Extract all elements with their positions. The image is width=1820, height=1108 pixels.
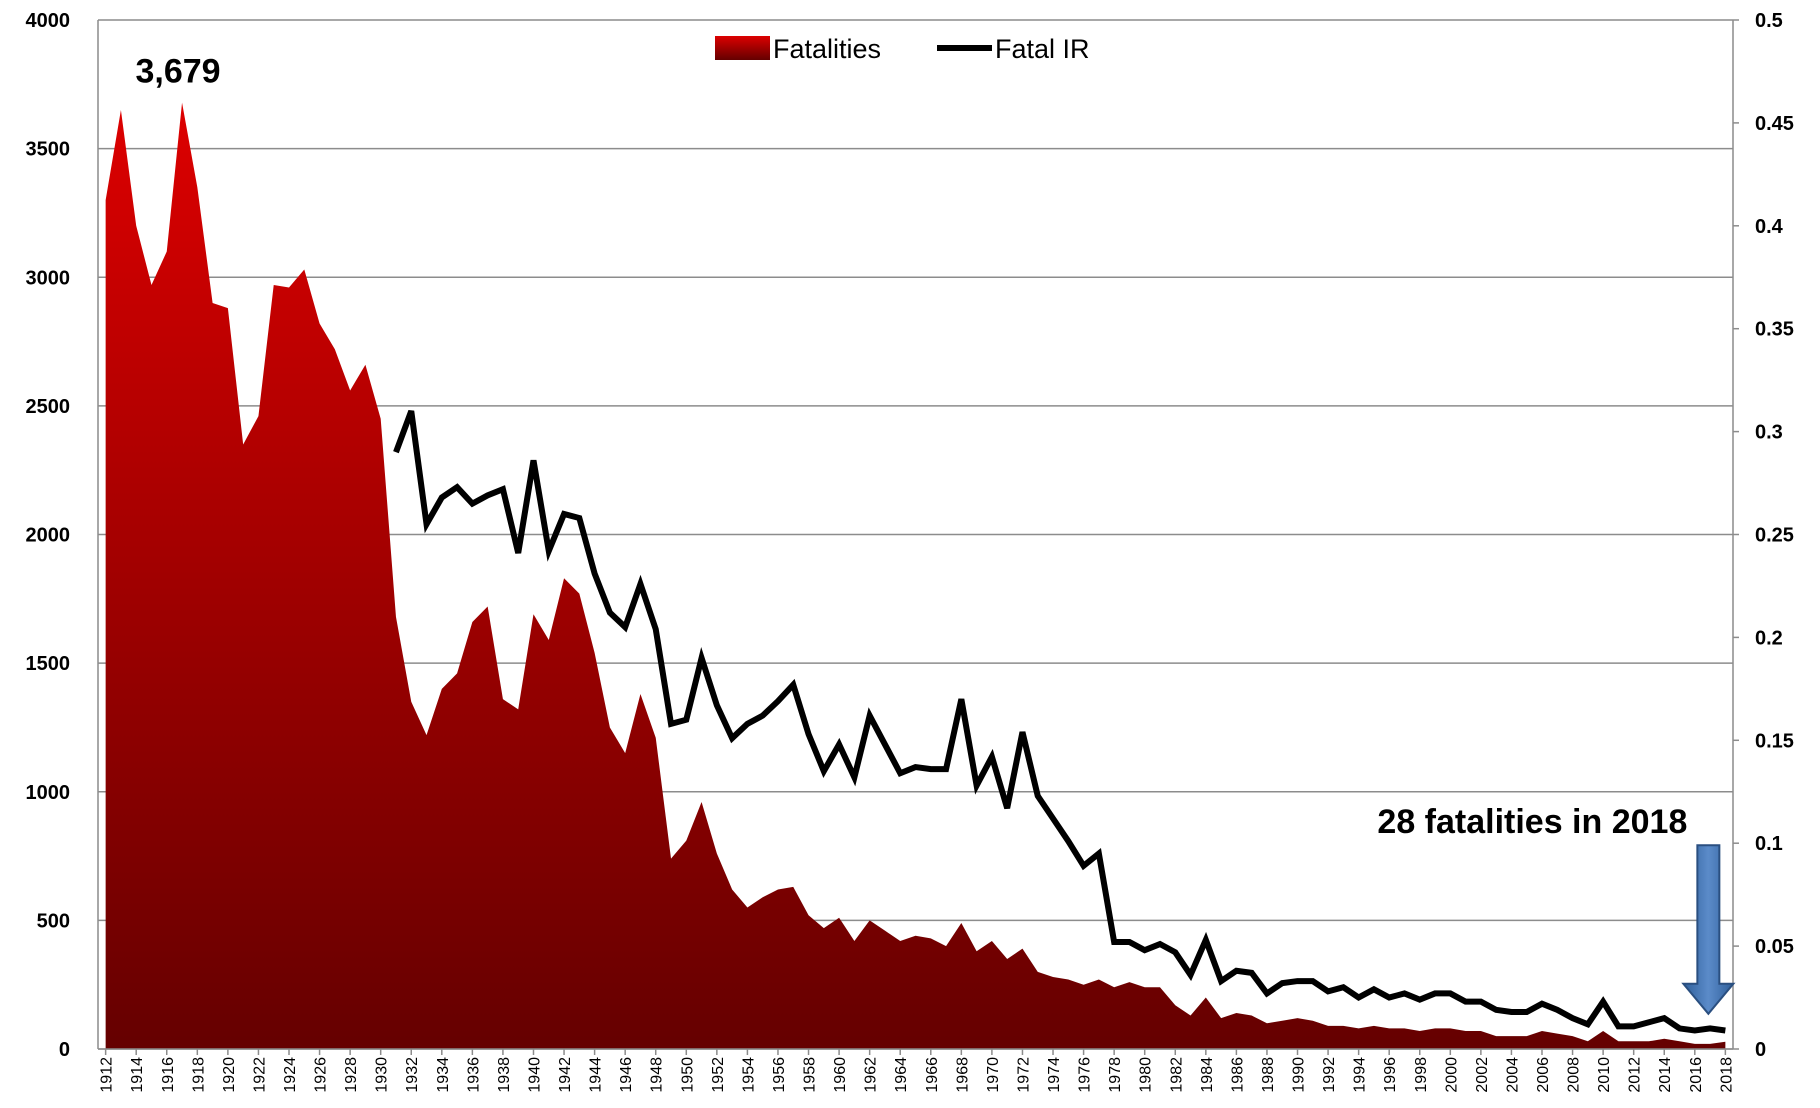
line [393, 409, 1726, 1034]
y2-tick-label: 0.25 [1755, 525, 1794, 547]
x-tick-label: 1976 [1077, 1057, 1094, 1093]
x-tick-label: 1960 [832, 1057, 849, 1093]
x-tick-label: 1942 [557, 1057, 574, 1093]
x-tick-label: 1986 [1229, 1057, 1246, 1093]
x-tick-label: 1936 [465, 1057, 482, 1093]
y-tick-label: 0 [59, 1039, 70, 1061]
x-tick-label: 1984 [1199, 1057, 1216, 1093]
x-tick-label: 2008 [1566, 1057, 1583, 1093]
y2-tick-label: 0.05 [1755, 936, 1794, 958]
x-tick-label: 1962 [863, 1057, 880, 1093]
x-tick-label: 1994 [1352, 1057, 1369, 1093]
x-tick-label: 1932 [404, 1057, 421, 1093]
y2-tick-label: 0.5 [1755, 10, 1783, 32]
x-tick-label: 2016 [1688, 1057, 1705, 1093]
x-tick-label: 1928 [343, 1057, 360, 1093]
x-tick-label: 1950 [679, 1057, 696, 1093]
x-tick-label: 1920 [221, 1057, 238, 1093]
y2-tick-label: 0 [1755, 1039, 1766, 1061]
x-tick-label: 1998 [1413, 1057, 1430, 1093]
x-tick-label: 1924 [282, 1057, 299, 1093]
x-tick-label: 1930 [374, 1057, 391, 1093]
x-tick-label: 1944 [588, 1057, 605, 1093]
x-tick-label: 1978 [1107, 1057, 1124, 1093]
x-tick-label: 2014 [1657, 1057, 1674, 1093]
x-tick-label: 1992 [1321, 1057, 1338, 1093]
x-tick-label: 2012 [1627, 1057, 1644, 1093]
x-tick-label: 1982 [1168, 1057, 1185, 1093]
x-tick-label: 1956 [771, 1057, 788, 1093]
legend-label: Fatalities [773, 34, 881, 64]
y-tick-label: 1500 [26, 653, 71, 675]
x-tick-label: 2000 [1443, 1057, 1460, 1093]
y-tick-label: 3500 [26, 139, 71, 161]
y-tick-label: 4000 [26, 10, 71, 32]
x-tick-label: 2004 [1504, 1057, 1521, 1093]
x-tick-label: 1916 [160, 1057, 177, 1093]
y-tick-label: 2500 [26, 396, 71, 418]
annotation: 3,679 [135, 53, 220, 91]
legend-swatch [715, 36, 770, 60]
y2-tick-label: 0.3 [1755, 422, 1783, 444]
y2-tick-label: 0.4 [1755, 216, 1784, 238]
x-tick-label: 1914 [129, 1057, 146, 1093]
y2-tick-label: 0.35 [1755, 319, 1794, 341]
x-tick-label: 2010 [1596, 1057, 1613, 1093]
y-tick-label: 2000 [26, 525, 71, 547]
x-tick-label: 1990 [1291, 1057, 1308, 1093]
x-tick-label: 1922 [251, 1057, 268, 1093]
y2-tick-label: 0.45 [1755, 113, 1794, 135]
x-tick-label: 1968 [954, 1057, 971, 1093]
x-tick-label: 1958 [802, 1057, 819, 1093]
x-tick-label: 1966 [924, 1057, 941, 1093]
x-tick-label: 1926 [313, 1057, 330, 1093]
x-tick-label: 1938 [496, 1057, 513, 1093]
x-tick-label: 2006 [1535, 1057, 1552, 1093]
y2-tick-label: 0.15 [1755, 730, 1794, 752]
x-tick-label: 1988 [1260, 1057, 1277, 1093]
x-tick-label: 1918 [190, 1057, 207, 1093]
x-tick-label: 1912 [99, 1057, 116, 1093]
x-tick-label: 1996 [1382, 1057, 1399, 1093]
area [105, 102, 1726, 1049]
x-tick-label: 1948 [649, 1057, 666, 1093]
x-tick-label: 1954 [740, 1057, 757, 1093]
x-tick-label: 1972 [1015, 1057, 1032, 1093]
y-tick-label: 1000 [26, 782, 71, 804]
y2-tick-label: 0.2 [1755, 627, 1783, 649]
x-tick-label: 2018 [1718, 1057, 1735, 1093]
x-tick-label: 1980 [1138, 1057, 1155, 1093]
legend-label: Fatal IR [995, 34, 1090, 64]
x-tick-label: 1946 [618, 1057, 635, 1093]
y2-tick-label: 0.1 [1755, 833, 1783, 855]
annotation-arrow [1681, 844, 1736, 1016]
y-tick-label: 500 [37, 910, 70, 932]
x-tick-label: 1974 [1046, 1057, 1063, 1093]
x-tick-label: 1970 [985, 1057, 1002, 1093]
x-tick-label: 1934 [435, 1057, 452, 1093]
y-tick-label: 3000 [26, 267, 71, 289]
x-tick-label: 1940 [526, 1057, 543, 1093]
x-tick-label: 2002 [1474, 1057, 1491, 1093]
annotation: 28 fatalities in 2018 [1377, 803, 1687, 841]
x-tick-label: 1952 [710, 1057, 727, 1093]
x-tick-label: 1964 [893, 1057, 910, 1093]
